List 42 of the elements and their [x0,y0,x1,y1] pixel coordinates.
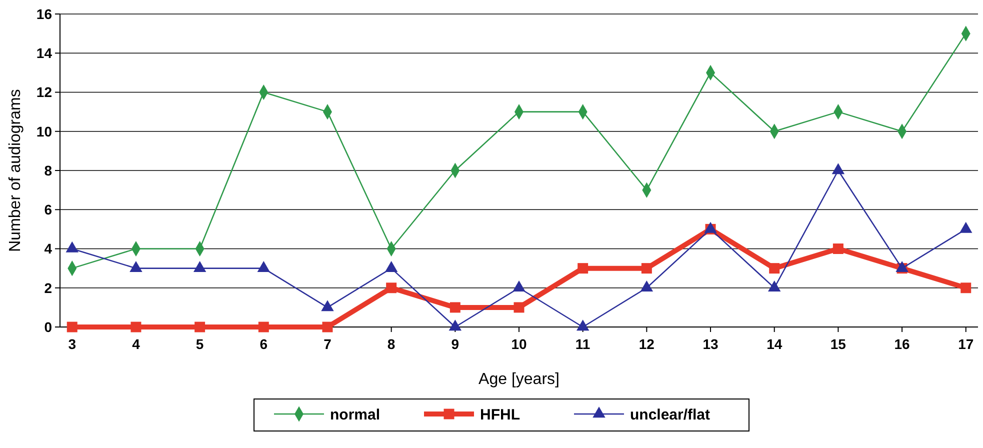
y-tick-label: 6 [44,202,52,218]
point [960,282,972,294]
y-tick-label: 16 [36,6,52,22]
x-tick-label: 8 [387,336,396,352]
point [641,263,652,274]
x-tick-label: 12 [638,336,655,352]
x-tick-label: 10 [511,336,527,352]
x-tick-label: 7 [324,336,332,352]
x-tick-label: 5 [196,336,204,352]
x-tick-label: 9 [451,336,460,352]
y-tick-label: 0 [44,318,52,335]
point [450,302,460,313]
legend-label: normal [330,406,380,424]
y-tick-label: 4 [44,240,52,257]
y-tick-label: 10 [36,123,52,140]
x-tick-label: 13 [702,336,719,352]
x-axis-title: Age [years] [478,371,560,388]
point [194,322,206,332]
x-tick-label: 11 [575,336,590,352]
y-tick-label: 8 [44,162,52,178]
x-tick-label: 4 [132,336,140,352]
point [832,244,844,254]
x-tick-label: 14 [766,336,782,352]
y-tick-label: 14 [36,45,52,62]
x-tick-label: 15 [830,336,846,352]
y-axis-title: Number of audiograms [7,89,24,252]
point [258,322,269,332]
legend-label: HFHL [480,406,520,424]
y-tick-label: 12 [36,84,52,100]
point [514,302,524,313]
point [66,322,78,332]
x-tick-label: 3 [68,336,76,352]
x-tick-label: 6 [260,336,268,352]
point [386,282,397,294]
x-tick-label: 17 [958,336,974,352]
point [578,263,588,274]
point [130,322,142,332]
legend-label: unclear/flat [630,406,710,424]
x-tick-label: 16 [894,336,910,352]
y-tick-label: 2 [44,280,52,296]
point [769,263,780,274]
point [322,322,333,332]
